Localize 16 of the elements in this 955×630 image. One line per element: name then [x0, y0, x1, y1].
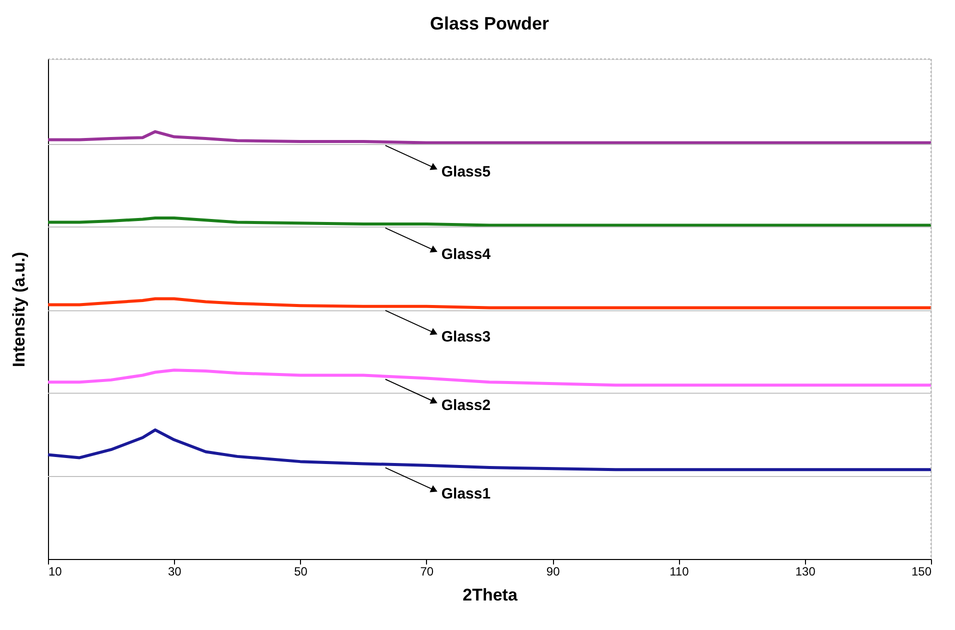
x-tick-label: 150 [911, 564, 932, 578]
series-label: Glass3 [441, 328, 491, 346]
y-axis-title: Intensity (a.u.) [10, 252, 28, 368]
chart-title: Glass Powder [430, 14, 550, 34]
x-tick-label: 50 [294, 564, 308, 578]
series-label: Glass1 [441, 486, 491, 503]
series-label: Glass2 [441, 397, 491, 414]
x-tick-label: 70 [420, 564, 434, 578]
series-label: Glass4 [441, 246, 492, 263]
x-tick-label: 130 [795, 564, 816, 578]
x-tick-label: 90 [546, 564, 560, 578]
x-tick-label: 110 [670, 564, 690, 578]
x-tick-label: 10 [48, 564, 62, 578]
series-label: Glass5 [441, 163, 491, 180]
x-tick-label: 30 [168, 564, 182, 578]
x-axis-title: 2Theta [462, 586, 518, 604]
